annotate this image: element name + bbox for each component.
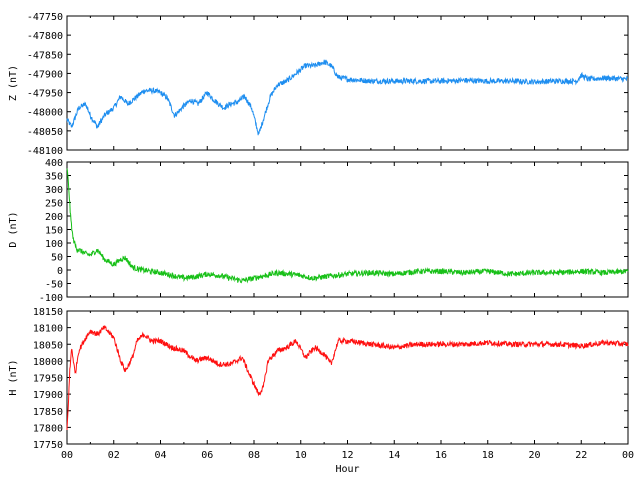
y-axis-label-h: H (nT) xyxy=(8,359,19,395)
x-tick-label: 04 xyxy=(154,450,166,461)
y-tick-label-d: 50 xyxy=(51,253,63,264)
y-tick-label-d: 150 xyxy=(45,226,63,237)
y-tick-label-z: -48000 xyxy=(27,108,63,119)
y-tick-label-h: 17850 xyxy=(33,407,63,418)
y-tick-label-z: -47850 xyxy=(27,50,63,61)
y-tick-label-h: 17750 xyxy=(33,440,63,451)
series-line-d xyxy=(66,168,629,284)
series-line-h xyxy=(66,325,629,431)
y-axis-label-d: D (nT) xyxy=(8,211,19,247)
y-tick-label-h: 17950 xyxy=(33,374,63,385)
y-tick-label-z: -47900 xyxy=(27,69,63,80)
y-tick-label-h: 18100 xyxy=(33,324,63,335)
y-tick-label-z: -47800 xyxy=(27,31,63,42)
x-tick-label: 12 xyxy=(341,450,353,461)
y-tick-label-h: 18050 xyxy=(33,340,63,351)
y-tick-label-d: 400 xyxy=(45,158,63,169)
x-tick-label: 22 xyxy=(575,450,587,461)
y-tick-label-d: -100 xyxy=(39,293,63,304)
y-tick-label-h: 18000 xyxy=(33,357,63,368)
x-tick-label: 06 xyxy=(201,450,213,461)
y-axis-label-z: Z (nT) xyxy=(8,65,19,101)
y-tick-label-d: 250 xyxy=(45,199,63,210)
x-tick-label: 08 xyxy=(248,450,260,461)
y-tick-label-z: -48100 xyxy=(27,146,63,157)
series-line-z xyxy=(66,59,629,136)
y-tick-label-d: 200 xyxy=(45,212,63,223)
y-tick-label-d: 100 xyxy=(45,239,63,250)
x-tick-label: 00 xyxy=(622,450,634,461)
x-tick-label: 16 xyxy=(435,450,447,461)
y-tick-label-z: -47950 xyxy=(27,89,63,100)
x-tick-label: 00 xyxy=(61,450,73,461)
y-tick-label-d: 0 xyxy=(57,266,63,277)
x-tick-label: 10 xyxy=(295,450,307,461)
x-tick-label: 14 xyxy=(388,450,400,461)
panel-frame-d xyxy=(66,161,629,298)
y-tick-label-d: 300 xyxy=(45,185,63,196)
y-tick-label-h: 17800 xyxy=(33,423,63,434)
x-tick-label: 02 xyxy=(108,450,120,461)
x-tick-label: 18 xyxy=(482,450,494,461)
x-axis-label: Hour xyxy=(335,464,359,475)
y-tick-label-d: -50 xyxy=(45,280,63,291)
y-tick-label-z: -48050 xyxy=(27,127,63,138)
y-tick-label-h: 17900 xyxy=(33,390,63,401)
y-tick-label-z: -47750 xyxy=(27,12,63,23)
x-tick-label: 20 xyxy=(528,450,540,461)
y-tick-label-h: 18150 xyxy=(33,307,63,318)
y-tick-label-d: 350 xyxy=(45,172,63,183)
panel-frame-h xyxy=(66,310,629,445)
